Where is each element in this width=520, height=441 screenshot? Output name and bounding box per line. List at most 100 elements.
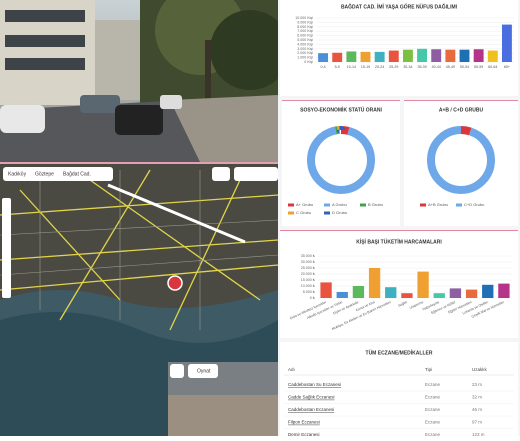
y-tick-label: 5.000 ₺ xyxy=(303,290,316,294)
table-header: Uzaklık xyxy=(472,367,488,372)
bar xyxy=(498,283,510,298)
x-tick-label: 25-29 xyxy=(389,65,398,69)
chart-title: SOSYO-EKONOMİK STATÜ ORANI xyxy=(300,106,382,113)
panel xyxy=(282,100,400,226)
y-tick-label: 35.000 ₺ xyxy=(301,254,316,258)
x-tick-label: 15-19 xyxy=(361,65,370,69)
table-header: Adı xyxy=(288,367,295,372)
pharmacy-link[interactable]: Demir Eczanesi xyxy=(288,432,320,437)
bar xyxy=(336,292,348,298)
pharmacy-link[interactable]: Cadde Sağlık Eczanesi xyxy=(288,395,335,400)
legend-swatch xyxy=(288,211,294,215)
y-tick-label: 4.000 Kişi xyxy=(297,42,313,46)
table-cell: 32 m xyxy=(472,395,482,400)
bar xyxy=(445,49,456,62)
x-tick-label: 30-34 xyxy=(403,65,412,69)
table-title: TÜM ECZANE/MEDİKALLER xyxy=(366,349,433,356)
legend-swatch xyxy=(420,203,426,207)
bar xyxy=(368,268,381,298)
table-cell: 46 m xyxy=(472,407,482,412)
play-button[interactable] xyxy=(188,364,218,378)
bar xyxy=(465,289,478,298)
legend-label: C+D Grubu xyxy=(464,202,484,207)
bar xyxy=(320,282,332,298)
x-tick-label: 55-59 xyxy=(474,65,483,69)
table-cell: Eczane xyxy=(425,420,441,425)
y-tick-label: 25.000 ₺ xyxy=(301,266,316,270)
bar xyxy=(352,286,365,298)
breadcrumb-item[interactable]: Kadıköy xyxy=(8,171,27,177)
y-tick-label: 10.000 Kişi xyxy=(295,16,313,20)
chart-title: A+B / C+D GRUBU xyxy=(439,107,484,113)
x-tick-label: 60-64 xyxy=(488,65,497,69)
map xyxy=(0,164,279,436)
y-tick-label: 5.000 Kişi xyxy=(297,38,313,42)
x-tick-label: 65+ xyxy=(504,65,510,69)
table-cell: Eczane xyxy=(425,407,441,412)
legend-swatch xyxy=(360,203,366,207)
legend-swatch xyxy=(288,203,294,207)
divider xyxy=(0,162,278,164)
bar xyxy=(433,293,445,298)
x-tick-label: 10-14 xyxy=(347,65,356,69)
donut-segment xyxy=(427,126,495,194)
y-tick-label: 10.000 ₺ xyxy=(301,284,316,288)
legend-label: C Grubu xyxy=(296,210,311,215)
y-tick-label: 3.000 Kişi xyxy=(297,47,313,51)
y-tick-label: 2.000 Kişi xyxy=(297,51,313,55)
breadcrumb-item[interactable]: Göztepe xyxy=(35,171,54,177)
legend-label: A+ Grubu xyxy=(296,202,313,207)
donut-segment xyxy=(307,126,375,194)
x-tick-label: 45-49 xyxy=(446,65,455,69)
bar xyxy=(417,271,429,298)
y-tick-label: 30.000 ₺ xyxy=(301,260,316,264)
y-tick-label: 6.000 Kişi xyxy=(297,34,313,38)
panel xyxy=(280,342,518,436)
y-tick-label: 0 Kişi xyxy=(304,60,313,64)
breadcrumb-item[interactable]: Bağdat Cad. xyxy=(63,171,91,177)
bar xyxy=(401,293,413,298)
play-label[interactable]: Oynat xyxy=(197,368,211,374)
x-tick-label: 35-39 xyxy=(417,65,426,69)
search-box[interactable] xyxy=(234,167,278,181)
y-tick-label: 0 ₺ xyxy=(310,296,316,300)
y-tick-label: 15.000 ₺ xyxy=(301,278,316,282)
x-tick-label: Haberleşme xyxy=(422,300,440,311)
legend-swatch xyxy=(324,203,330,207)
bar xyxy=(346,51,357,62)
bar xyxy=(388,50,399,62)
table-cell: Eczane xyxy=(425,382,441,387)
pharmacy-link[interactable]: Filpon Eczanesi xyxy=(288,420,320,425)
table-header: Tipi xyxy=(425,367,432,372)
table-cell: Eczane xyxy=(425,432,441,436)
table-cell: Eczane xyxy=(425,395,441,400)
bar xyxy=(482,284,494,298)
bar xyxy=(417,48,428,62)
pharmacy-link[interactable]: Caddebostan Eczanesi xyxy=(288,407,334,412)
chart-title: KİŞİ BAŞI TÜKETİM HARCAMALARI xyxy=(356,238,442,245)
x-tick-label: 50-54 xyxy=(460,65,469,69)
bar xyxy=(501,24,512,63)
filter-button[interactable] xyxy=(212,167,230,181)
x-tick-label: Sağlık xyxy=(397,300,408,308)
breadcrumb-bar xyxy=(3,167,113,181)
x-tick-label: 0-4 xyxy=(320,65,325,69)
bar xyxy=(473,49,484,62)
bar xyxy=(459,49,470,62)
table-cell: 23 m xyxy=(472,382,482,387)
legend-label: A Grubu xyxy=(332,202,347,207)
y-tick-label: 20.000 ₺ xyxy=(301,272,316,276)
x-tick-label: Ulaştırma xyxy=(409,300,424,310)
donut-segment xyxy=(307,126,375,194)
pharmacy-link[interactable]: Caddebostan Su Eczanesi xyxy=(288,382,341,387)
table-cell: 123 m xyxy=(472,432,485,436)
bar xyxy=(360,51,371,62)
map-tools[interactable] xyxy=(2,198,11,298)
bar xyxy=(374,51,385,62)
legend-label: A+B Grubu xyxy=(428,202,448,207)
y-tick-label: 8.000 Kişi xyxy=(297,25,313,29)
street-photo xyxy=(0,0,290,162)
legend-label: B Grubu xyxy=(368,202,383,207)
chart-title: BAĞDAT CAD. İMİ YAŞA GÖRE NÜFUS DAĞILIMI xyxy=(341,2,458,10)
bar xyxy=(431,49,442,62)
